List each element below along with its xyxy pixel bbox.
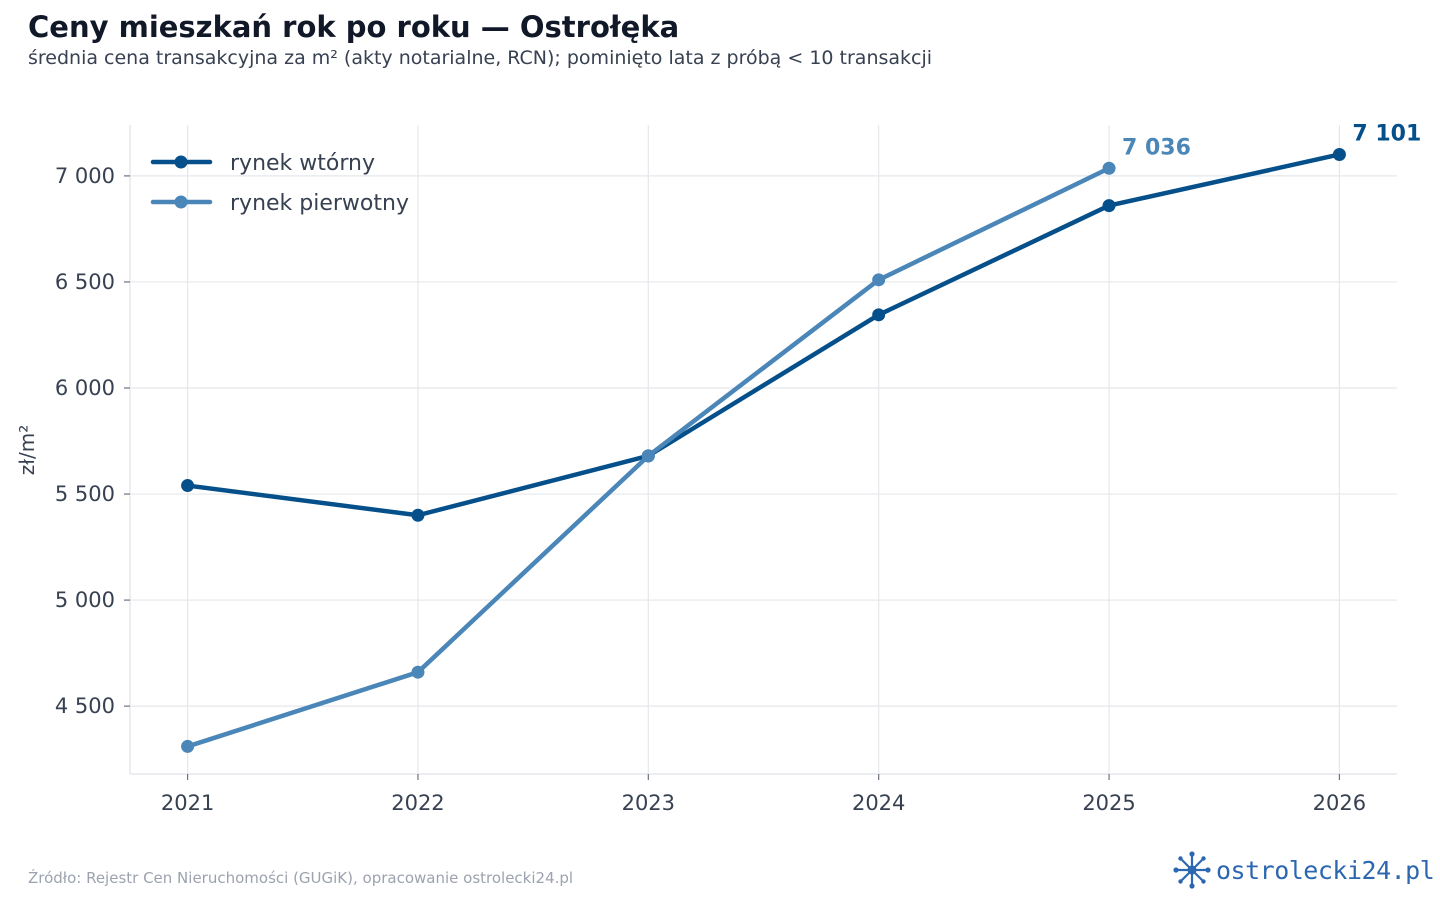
x-tick-label-2021: 2021: [161, 791, 214, 815]
brand-logo[interactable]: ostrolecki24.pl: [1172, 850, 1435, 890]
y-tick-label-7000: 7 000: [55, 164, 115, 188]
y-tick-label-5500: 5 500: [55, 482, 115, 506]
x-tick-label-2023: 2023: [622, 791, 675, 815]
data-point-wtorny-2024: [872, 308, 886, 322]
x-tick-label-2024: 2024: [852, 791, 905, 815]
legend-label-pierwotny: rynek pierwotny: [230, 191, 409, 216]
y-tick-label-4500: 4 500: [55, 694, 115, 718]
y-tick-label-5000: 5 000: [55, 588, 115, 612]
brand-name: ostrolecki24.pl: [1216, 855, 1435, 885]
data-point-pierwotny-2025: [1102, 161, 1116, 175]
x-tick-label-2025: 2025: [1082, 791, 1135, 815]
data-point-pierwotny-2024: [872, 273, 886, 287]
data-point-wtorny-2022: [411, 508, 425, 522]
data-point-wtorny-2025: [1102, 199, 1116, 213]
legend-marker-wtorny: [174, 155, 188, 169]
data-point-wtorny-2026: [1332, 147, 1346, 161]
y-tick-label-6500: 6 500: [55, 270, 115, 294]
data-point-wtorny-2021: [181, 479, 195, 493]
x-tick-label-2022: 2022: [391, 791, 444, 815]
end-value-label-wtorny: 7 101: [1352, 121, 1421, 146]
end-value-label-pierwotny: 7 036: [1122, 135, 1191, 160]
data-point-pierwotny-2021: [181, 739, 195, 753]
chart-title: Ceny mieszkań rok po roku — Ostrołęka: [28, 10, 680, 44]
x-tick-label-2026: 2026: [1313, 791, 1366, 815]
snowflake-folk-icon: [1173, 851, 1211, 889]
y-axis-label: zł/m²: [15, 425, 39, 475]
y-tick-label-6000: 6 000: [55, 376, 115, 400]
chart-subtitle: średnia cena transakcyjna za m² (akty no…: [28, 47, 933, 69]
data-point-pierwotny-2022: [411, 665, 425, 679]
data-point-pierwotny-2023: [641, 449, 655, 463]
legend-label-wtorny: rynek wtórny: [230, 151, 375, 176]
legend-marker-pierwotny: [174, 195, 188, 209]
source-note: Źródło: Rejestr Cen Nieruchomości (GUGiK…: [28, 869, 574, 887]
series-line-wtorny: [185, 152, 1342, 518]
